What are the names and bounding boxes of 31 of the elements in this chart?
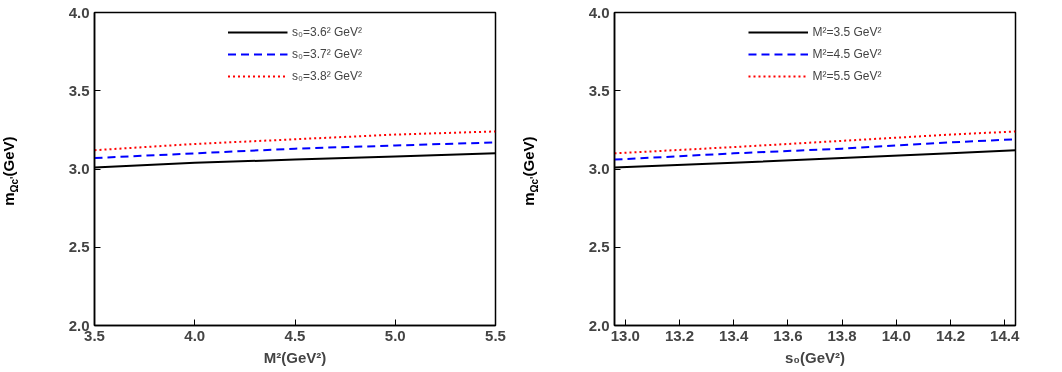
x-tick-label: 13.2 — [664, 326, 695, 344]
legend-label: s₀=3.6² GeV² — [291, 25, 363, 39]
x-axis-title: s₀(GeV²) — [784, 348, 846, 366]
x-tick-label: 14.0 — [881, 326, 911, 344]
legend-label: s₀=3.8² GeV² — [291, 69, 363, 83]
x-tick-label: 14.4 — [990, 326, 1020, 344]
y-tick-label: 3.5 — [68, 81, 90, 99]
x-tick-label: 13.0 — [610, 326, 640, 344]
x-tick-label: 4.0 — [184, 326, 206, 344]
legend-label: M²=3.5 GeV² — [812, 25, 882, 39]
y-tick-label: 4.0 — [68, 3, 90, 21]
y-tick-label: 4.0 — [588, 3, 610, 21]
y-tick-label: 2.0 — [588, 316, 610, 334]
y-tick-label: 2.5 — [68, 238, 90, 256]
line-series — [94, 130, 496, 152]
y-tick-label: 2.5 — [588, 238, 610, 256]
legend-label: M²=5.5 GeV² — [812, 69, 882, 83]
x-axis-title: M²(GeV²) — [263, 348, 327, 366]
x-tick-label: 13.4 — [719, 326, 749, 344]
x-tick-label: 13.6 — [773, 326, 803, 344]
line-series — [614, 130, 1016, 155]
x-tick-label: 4.5 — [284, 326, 306, 344]
x-tick-label: 5.5 — [485, 326, 506, 344]
y-tick-label: 3.0 — [68, 160, 90, 177]
x-tick-label: 14.2 — [935, 326, 966, 344]
legend-label: s₀=3.7² GeV² — [291, 47, 363, 61]
y-tick-label: 3.5 — [588, 81, 610, 99]
y-tick-label: 3.0 — [588, 160, 610, 177]
legend-label: M²=4.5 GeV² — [812, 47, 882, 61]
x-tick-label: 13.8 — [827, 326, 857, 344]
x-tick-label: 5.0 — [384, 326, 406, 344]
